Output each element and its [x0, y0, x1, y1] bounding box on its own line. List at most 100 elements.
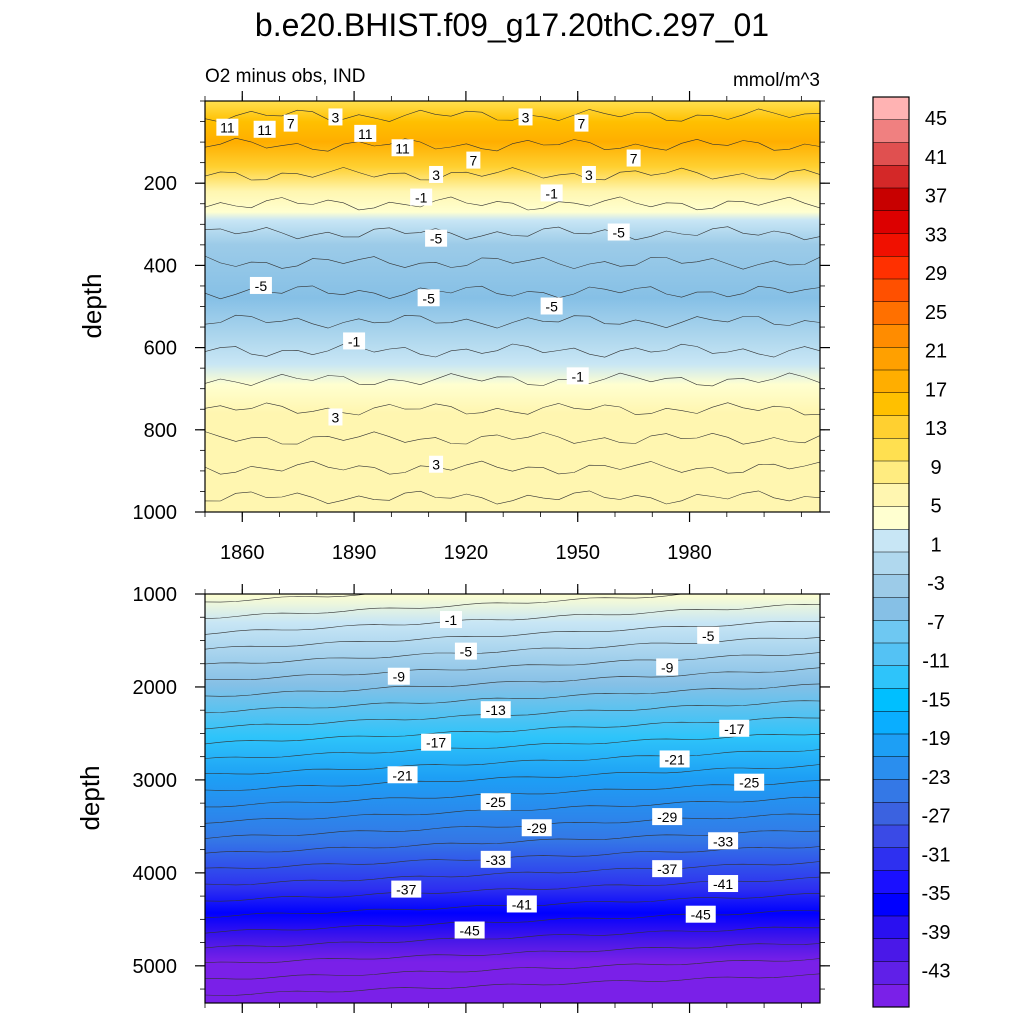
contour-label-box [659, 750, 690, 768]
contour-label-text: -1 [445, 612, 458, 628]
colorbar-swatch [873, 165, 909, 189]
contour-label: -1 [343, 332, 366, 350]
colorbar-label: -43 [922, 961, 951, 983]
contour-label-box [708, 875, 739, 893]
top-panel-units: mmol/m^3 [733, 70, 820, 91]
y-tick-label: 600 [144, 338, 177, 360]
contour-line [205, 717, 820, 745]
colorbar-label: 21 [925, 341, 947, 363]
contour-line [205, 314, 820, 329]
x-tick-label: 1920 [444, 542, 489, 564]
contour-label-text: -17 [426, 735, 446, 751]
contour-label: -37 [391, 880, 422, 898]
contour-label-text: 11 [395, 140, 410, 156]
colorbar-swatch [873, 984, 909, 1008]
colorbar-swatch [873, 438, 909, 462]
contour-line [205, 652, 820, 681]
contour-label-box [421, 733, 452, 751]
bottom-panel: -1-5-5-9-9-13-17-17-21-21-25-25-29-29-33… [133, 584, 830, 1013]
contour-line [205, 764, 820, 791]
contour-label-text: -1 [415, 190, 428, 206]
contour-label: 3 [581, 165, 596, 183]
contour-label: 11 [391, 139, 414, 157]
colorbar-swatch [873, 415, 909, 439]
colorbar-swatch [873, 597, 909, 621]
y-tick-label: 3000 [133, 770, 178, 792]
contour-label-box [328, 108, 343, 126]
top-panel-ticks: 200 400 600 800 1000 1860 1890 1920 1950 1980 [133, 91, 830, 564]
contour-line [205, 926, 820, 949]
contour-label-box [708, 832, 739, 850]
contour-label-box [454, 921, 485, 939]
contour-label-box [253, 120, 276, 138]
colorbar-label: 33 [925, 224, 947, 246]
colorbar-swatch [873, 847, 909, 871]
contour-label-box [656, 658, 679, 676]
bottom-panel-field [205, 594, 820, 1003]
contour-label-box [328, 408, 343, 426]
contour-label-box [429, 165, 444, 183]
colorbar-swatch [873, 370, 909, 394]
contour-label-box [417, 289, 440, 307]
y-tick-label: 1000 [133, 584, 178, 606]
contour-label-text: -9 [393, 669, 406, 685]
contour-label-text: -21 [665, 751, 685, 767]
contour-label-box [480, 850, 511, 868]
contour-label-text: -5 [545, 299, 558, 315]
contour-label-box [540, 297, 563, 315]
colorbar-swatch [873, 802, 909, 826]
colorbar-label: 25 [925, 302, 947, 324]
contour-line [205, 108, 820, 123]
contour-label: -37 [652, 860, 683, 878]
colorbar-label: 1 [930, 534, 941, 556]
contour-label: -5 [454, 642, 477, 660]
colorbar-label: -39 [922, 922, 951, 944]
contour-label: 11 [216, 118, 239, 136]
contour-line [205, 813, 820, 839]
contour-label-text: 3 [332, 409, 340, 425]
contour-label-text: -25 [486, 794, 506, 810]
contour-label: -41 [708, 875, 739, 893]
contour-label-text: -29 [527, 820, 547, 836]
contour-label: 7 [283, 114, 298, 132]
colorbar-label: 13 [925, 418, 947, 440]
contour-label-box [518, 108, 533, 126]
x-tick-label: 1980 [667, 542, 712, 564]
contour-label-box [391, 139, 414, 157]
contour-line [205, 749, 820, 775]
colorbar-swatch [873, 961, 909, 985]
colorbar-label: 37 [925, 186, 947, 208]
colorbar-label: -35 [922, 883, 951, 905]
contour-label-box [480, 701, 511, 719]
contour-label: -41 [506, 895, 537, 913]
contour-label-box [734, 773, 765, 791]
colorbar-swatch [873, 734, 909, 758]
colorbar-swatch [873, 620, 909, 644]
contour-label-text: -45 [460, 922, 480, 938]
contour-label-box [354, 124, 377, 142]
contour-label-box [454, 642, 477, 660]
contour-label-box [574, 114, 589, 132]
colorbar-swatch [873, 825, 909, 849]
contour-label: -25 [480, 793, 511, 811]
colorbar-swatch [873, 552, 909, 576]
y-tick-label: 4000 [133, 863, 178, 885]
contour-label-box [480, 793, 511, 811]
colorbar-swatch [873, 529, 909, 553]
colorbar-swatch [873, 347, 909, 371]
colorbar-swatch [873, 688, 909, 712]
colorbar-label: -15 [922, 689, 951, 711]
colorbar-label: -7 [927, 612, 945, 634]
contour-label-text: 11 [220, 120, 235, 136]
contour-label: -5 [697, 626, 720, 644]
contour-label: -33 [480, 850, 511, 868]
contour-label: -29 [521, 819, 552, 837]
contour-line [205, 372, 820, 387]
contour-label-text: 11 [358, 126, 373, 142]
contour-line [205, 943, 820, 964]
contour-label-text: -5 [702, 628, 715, 644]
contour-label: -9 [387, 667, 410, 685]
contour-label-text: 7 [630, 151, 638, 167]
colorbar-swatch [873, 711, 909, 735]
